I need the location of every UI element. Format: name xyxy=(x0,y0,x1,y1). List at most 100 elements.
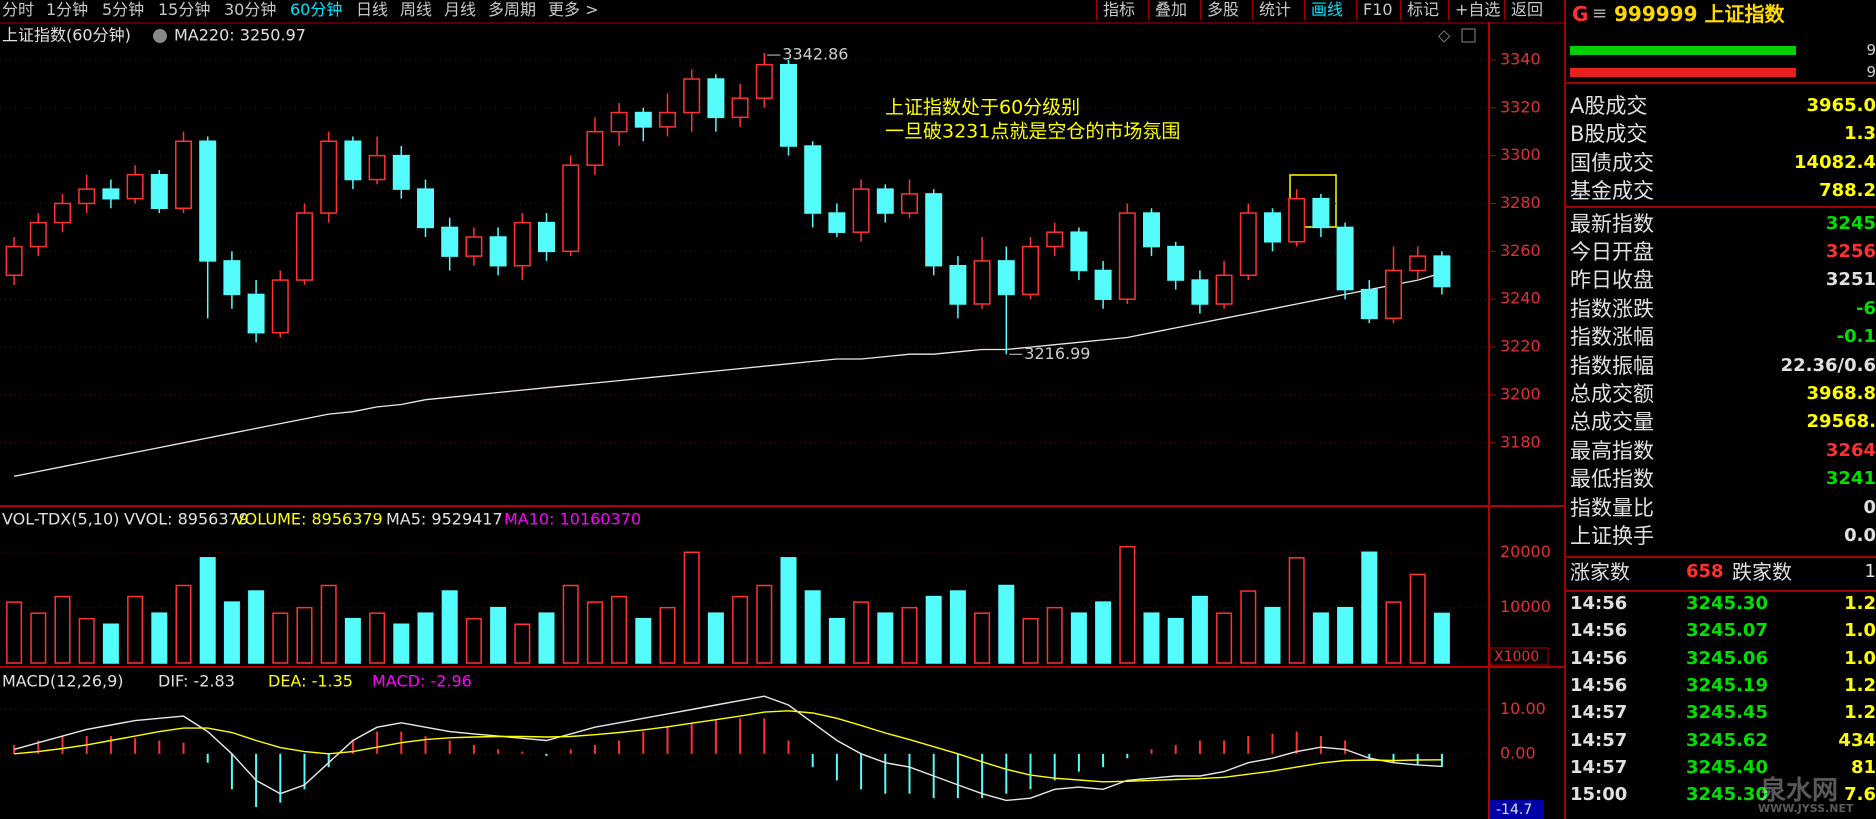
separator xyxy=(1566,556,1876,558)
y-tick-label: 3220 xyxy=(1500,337,1541,356)
period-tab[interactable]: 分时 xyxy=(2,0,35,19)
candle-body xyxy=(247,293,265,334)
volume-bar xyxy=(756,584,773,664)
period-tab[interactable]: 多周期 xyxy=(488,0,537,19)
y-tick-label: 10000 xyxy=(1500,597,1551,616)
y-tick-label: 0.00 xyxy=(1500,743,1536,762)
candle-body xyxy=(1312,197,1330,229)
stat-label: 国债成交 xyxy=(1570,150,1654,175)
tool-button[interactable]: F10 xyxy=(1356,0,1399,20)
ma-line xyxy=(13,272,1443,477)
tick-volume: 81 xyxy=(1850,756,1876,778)
volume-bar xyxy=(127,595,144,664)
volume-bar xyxy=(369,612,386,664)
volume-bar xyxy=(199,557,216,664)
stat-value: 3264 xyxy=(1825,439,1876,461)
breadth-label: 涨家数 xyxy=(1570,560,1630,584)
candle-body xyxy=(344,140,362,181)
stat-value: 1.3 xyxy=(1844,123,1876,145)
stat-value: 14082.4 xyxy=(1794,151,1876,173)
period-tab[interactable]: 1分钟 xyxy=(46,0,89,19)
menu-icon[interactable] xyxy=(153,29,167,43)
volume-bar xyxy=(417,612,434,664)
chart-title: 上证指数(60分钟) xyxy=(2,26,131,45)
tool-button[interactable]: 标记 xyxy=(1400,0,1445,20)
candle-body xyxy=(634,111,652,128)
candle-body xyxy=(755,63,773,99)
menu-icon[interactable]: ≡ xyxy=(1592,3,1608,24)
y-tick-label: 3280 xyxy=(1500,193,1541,212)
candle-body xyxy=(997,260,1015,296)
candle-body xyxy=(513,221,531,267)
volume-bar xyxy=(1046,606,1063,664)
stat-value: 3256 xyxy=(1825,241,1876,262)
tick-time: 14:56 xyxy=(1570,620,1628,642)
icon[interactable] xyxy=(1461,28,1476,43)
volume-bar xyxy=(635,617,652,664)
macd-line xyxy=(13,695,1442,802)
volume-bar xyxy=(586,601,603,664)
candle-body xyxy=(1385,269,1402,320)
period-tab[interactable]: 日线 xyxy=(356,0,389,19)
candle-body xyxy=(1046,231,1064,248)
tick-time: 14:57 xyxy=(1570,756,1628,778)
volume-bar xyxy=(1288,557,1305,664)
tool-button[interactable]: 多股 xyxy=(1200,0,1245,20)
stat-value: 3241 xyxy=(1825,468,1876,490)
period-tab[interactable]: 月线 xyxy=(444,0,477,19)
tick-price: 3245.19 xyxy=(1686,674,1768,696)
stat-value: 29568. xyxy=(1806,411,1876,433)
y-tick-label: 10.00 xyxy=(1500,699,1546,718)
tool-button[interactable]: 统计 xyxy=(1252,0,1297,20)
period-tab[interactable]: 15分钟 xyxy=(158,0,211,19)
candle-body xyxy=(925,193,943,267)
breadth-value: 1 xyxy=(1864,561,1876,582)
tick-price: 3245.62 xyxy=(1686,729,1768,751)
period-tab[interactable]: 周线 xyxy=(400,0,433,19)
annotation: 上证指数处于60分级别 xyxy=(885,97,1080,119)
candle-body xyxy=(1143,212,1160,248)
candle-body xyxy=(780,63,797,147)
icon[interactable]: ◇ xyxy=(1438,26,1451,45)
candle-body xyxy=(1118,212,1136,300)
volume-bar xyxy=(514,623,531,664)
breadth-value: 658 xyxy=(1686,561,1724,582)
tick-volume: 1.2 xyxy=(1844,593,1876,614)
stat-label: 指数量比 xyxy=(1570,495,1654,520)
candle-body xyxy=(150,174,168,210)
stat-value: 3968.8 xyxy=(1806,383,1876,404)
y-tick-label: 20000 xyxy=(1500,542,1551,561)
sell-bar xyxy=(1570,68,1796,77)
candle-body xyxy=(610,111,628,133)
volume-bar xyxy=(248,590,265,664)
candle-body xyxy=(586,130,604,166)
period-tab[interactable]: 60分钟 xyxy=(290,0,343,19)
stat-value: 3965.0 xyxy=(1806,95,1876,116)
candle-body xyxy=(949,264,967,305)
volume-bar xyxy=(1409,573,1426,664)
candle-body xyxy=(5,245,23,277)
buy-bar xyxy=(1570,46,1796,55)
tick-time: 14:57 xyxy=(1570,729,1628,751)
min-box xyxy=(1490,800,1544,819)
volume-bar xyxy=(1385,601,1402,664)
volume-bar xyxy=(175,584,192,664)
tool-button[interactable]: 返回 xyxy=(1504,0,1549,20)
y-tick-label: 3260 xyxy=(1500,241,1541,260)
stat-label: A股成交 xyxy=(1570,94,1648,118)
candle-body xyxy=(126,174,144,200)
tool-button[interactable]: 指标 xyxy=(1096,0,1141,20)
volume-bar xyxy=(683,551,700,664)
candle-body xyxy=(199,140,217,262)
toolbar: 分时 1分钟 5分钟 15分钟 30分钟 60分钟 日线 周线 月线 多周期 更多 > 指标 叠加 多股统… xyxy=(0,0,1564,22)
period-tab[interactable]: 更多 > xyxy=(548,0,599,19)
period-tab[interactable]: 30分钟 xyxy=(224,0,277,19)
tick-price: 3245.30 xyxy=(1686,784,1768,806)
tool-button[interactable]: 叠加 xyxy=(1148,0,1193,20)
tool-button[interactable]: 画线 xyxy=(1304,0,1349,20)
tool-button[interactable]: +自选 xyxy=(1448,0,1506,20)
volume-bar xyxy=(804,590,821,664)
candle-body xyxy=(102,188,120,200)
period-tab[interactable]: 5分钟 xyxy=(102,0,145,19)
